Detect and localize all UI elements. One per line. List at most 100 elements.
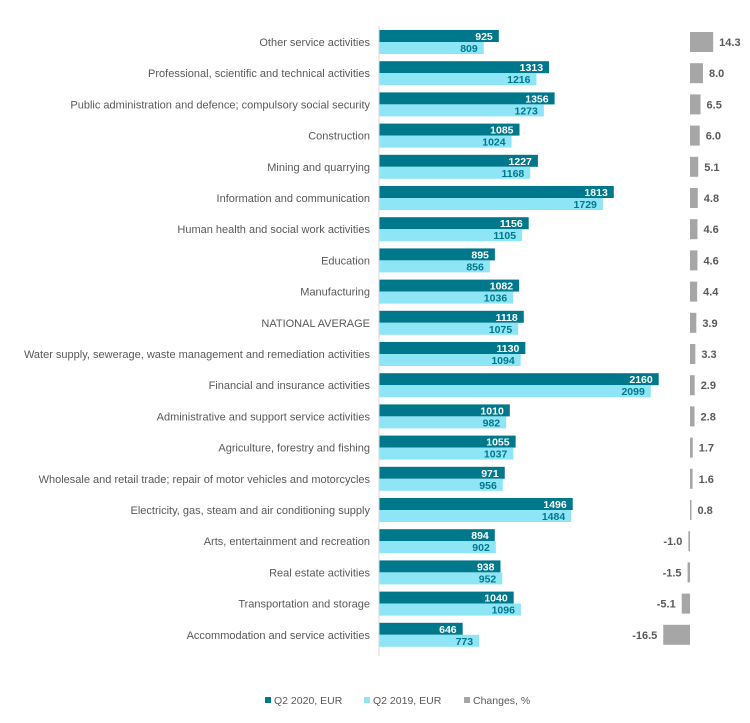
bar-q2-2019 <box>379 385 651 398</box>
data-label-q2-2019: 1484 <box>542 511 566 523</box>
data-label-q2-2020: 1156 <box>500 218 523 230</box>
data-label-q2-2020: 2160 <box>629 374 653 386</box>
data-label-q2-2020: 894 <box>471 530 489 542</box>
bar-q2-2020 <box>379 498 573 510</box>
bar-change <box>690 32 714 52</box>
data-label-q2-2019: 1168 <box>501 168 524 180</box>
bar-q2-2020 <box>379 92 555 105</box>
data-label-q2-2020: 1813 <box>584 187 608 199</box>
data-label-q2-2019: 956 <box>479 480 497 492</box>
bar-q2-2020 <box>379 279 520 292</box>
bar-q2-2020 <box>379 123 520 136</box>
data-label-q2-2020: 1010 <box>480 405 504 417</box>
bar-q2-2019 <box>379 634 480 647</box>
data-label-q2-2020: 1496 <box>543 499 567 511</box>
data-label-change: 1.7 <box>699 443 714 455</box>
category-label: Other service activities <box>259 37 370 49</box>
bar-q2-2019 <box>379 260 490 273</box>
category-label: Water supply, sewerage, waste management… <box>24 349 371 361</box>
category-label: Electricity, gas, steam and air conditio… <box>131 505 371 517</box>
bar-q2-2020 <box>379 30 499 42</box>
bar-change <box>690 156 699 177</box>
category-label: Wholesale and retail trade; repair of mo… <box>39 474 371 486</box>
category-label: Mining and quarrying <box>267 162 370 174</box>
bar-q2-2019 <box>379 135 512 148</box>
bar-q2-2019 <box>379 73 537 86</box>
data-label-q2-2020: 646 <box>439 624 457 636</box>
bar-change <box>681 593 690 614</box>
bar-q2-2019 <box>379 603 521 616</box>
bar-q2-2019 <box>379 541 496 554</box>
data-label-q2-2020: 1055 <box>486 437 510 449</box>
data-label-q2-2019: 1096 <box>492 605 516 617</box>
data-label-q2-2019: 1216 <box>507 74 531 86</box>
category-label: Human health and social work activities <box>177 224 370 236</box>
bar-q2-2020 <box>379 529 495 542</box>
data-label-change: 6.0 <box>706 131 721 143</box>
bar-q2-2020 <box>379 248 495 261</box>
bar-q2-2020 <box>379 61 550 74</box>
bar-change <box>690 406 695 427</box>
data-label-q2-2020: 938 <box>477 561 495 573</box>
data-label-change: 3.3 <box>701 349 716 361</box>
data-label-q2-2019: 1036 <box>484 293 508 305</box>
category-label: Accommodation and service activities <box>187 630 371 642</box>
data-label-q2-2019: 2099 <box>621 386 645 398</box>
bar-change <box>663 624 690 645</box>
category-label: Financial and insurance activities <box>209 380 371 392</box>
bar-change <box>690 250 698 271</box>
bar-change <box>690 63 703 84</box>
bar-change <box>690 312 697 333</box>
category-label: Agriculture, forestry and fishing <box>218 443 370 455</box>
data-label-q2-2019: 1273 <box>514 105 538 117</box>
bar-change <box>690 94 701 115</box>
bar-q2-2020 <box>379 560 501 573</box>
data-label-change: -16.5 <box>632 630 657 642</box>
data-label-q2-2020: 925 <box>475 31 493 43</box>
bar-q2-2020 <box>379 154 538 167</box>
data-label-change: 1.6 <box>699 474 714 486</box>
data-label-q2-2019: 1729 <box>574 199 598 211</box>
data-label-q2-2019: 1075 <box>489 324 513 336</box>
data-label-q2-2020: 895 <box>471 249 489 261</box>
data-label-q2-2019: 982 <box>483 417 501 429</box>
legend-label: Changes, % <box>473 695 530 707</box>
bar-q2-2019 <box>379 572 503 585</box>
data-label-change: 4.8 <box>704 193 719 205</box>
bar-change <box>690 375 695 396</box>
bar-q2-2020 <box>379 186 614 198</box>
category-label: Manufacturing <box>300 287 370 299</box>
bar-change <box>687 562 690 583</box>
bar-q2-2019 <box>379 416 507 429</box>
data-label-q2-2019: 1037 <box>484 449 508 461</box>
bar-q2-2019 <box>379 478 503 491</box>
data-label-change: 4.4 <box>703 287 719 299</box>
data-label-q2-2019: 1105 <box>493 230 516 242</box>
data-label-q2-2020: 1082 <box>490 281 514 293</box>
change-bars: 14.3 8.0 6.5 6.0 5.1 4.8 4.6 4.6 4.4 3.9 3.3 2.9 2.8… <box>632 32 741 645</box>
data-label-q2-2020: 1227 <box>509 156 533 168</box>
bar-q2-2020 <box>379 435 516 448</box>
bar-q2-2019 <box>379 166 531 179</box>
bar-q2-2019 <box>379 354 521 366</box>
bar-change <box>690 219 698 240</box>
data-label-change: 4.6 <box>703 224 718 236</box>
data-label-q2-2019: 952 <box>479 573 497 585</box>
data-label-q2-2019: 773 <box>456 636 474 648</box>
data-label-q2-2020: 1130 <box>497 343 520 355</box>
category-label: Administrative and support service activ… <box>157 411 371 423</box>
bar-change <box>688 531 690 552</box>
data-label-q2-2019: 1094 <box>491 355 515 367</box>
data-label-change: 5.1 <box>704 162 719 174</box>
data-label-q2-2020: 1118 <box>496 312 518 324</box>
bar-change <box>690 468 693 489</box>
data-label-q2-2019: 809 <box>460 43 478 55</box>
data-label-change: 2.8 <box>701 411 716 423</box>
category-labels: Other service activities Professional, sc… <box>24 37 371 642</box>
data-label-q2-2019: 902 <box>472 542 490 554</box>
data-label-q2-2020: 1356 <box>525 93 549 105</box>
data-label-change: -1.0 <box>663 536 682 548</box>
legend-label: Q2 2020, EUR <box>274 695 343 707</box>
